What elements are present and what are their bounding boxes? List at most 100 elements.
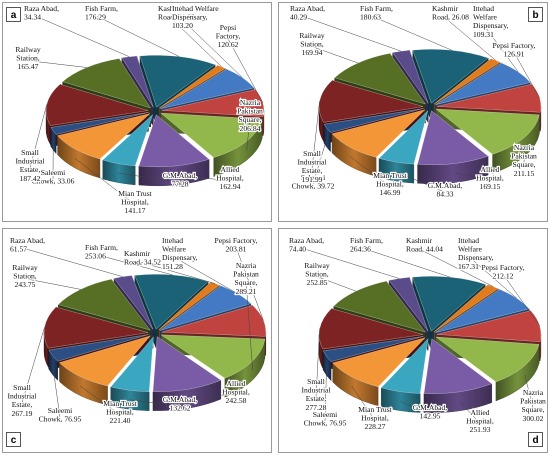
leader-line-railway-station (316, 276, 357, 292)
data-label-g-m-abad: G.M.Abad, 77.28 (163, 171, 197, 189)
data-label-railway-station: Railway Station, 169.94 (299, 31, 325, 57)
panel-letter-a: a (6, 7, 21, 22)
leader-line-raza-abad (19, 247, 123, 277)
leader-line-g-m-abad (395, 171, 446, 193)
pie-chart-a: Raza Abad, 34.34 Fish Farm, 176.29 Kashmir Ro… (14, 3, 264, 216)
slice-allied-hospital (152, 336, 222, 392)
data-label-raza-abad: Raza Abad, 40.29 (290, 4, 325, 22)
panel-letter-b: b (528, 7, 543, 22)
data-label-nazria-pakistan-square: Nazria Pakistan Square, 289.21 (233, 261, 259, 296)
leader-line-mian-trust-hospital (350, 156, 391, 187)
data-label-small-industrial-estate: Small Industrial Estate, 187.42 (15, 148, 44, 183)
slice-mian-trust-hospital (332, 337, 426, 388)
panel-letter-d: d (528, 432, 543, 447)
leader-line-nazria-pakistan-square (246, 117, 251, 151)
data-label-pepsi-factory: Pepsi Factory, 203.81 (215, 236, 258, 254)
leader-line-saleemi-chowk (324, 365, 327, 422)
data-label-pepsi-factory: Pepsi Factory, 120.62 (216, 23, 241, 49)
leader-line-small-industrial-estate (29, 104, 47, 168)
data-label-fish-farm: Fish Farm, 253.06 (85, 243, 118, 261)
data-label-railway-station: Railway Station, 243.75 (12, 263, 38, 289)
leader-line-allied-hospital (188, 394, 237, 399)
slice-ittehad-welfare-dispensary (160, 285, 252, 331)
data-label-fish-farm: Fish Farm, 176.29 (85, 4, 118, 22)
slice-fish-farm (412, 48, 489, 104)
leader-line-ittehad-welfare-dispensary (181, 19, 243, 78)
leader-line-railway-station (311, 46, 359, 64)
slice-mian-trust-hospital (58, 335, 152, 387)
data-label-saleemi-chowk: Saleemi Chowk, 39.72 (292, 173, 335, 191)
slice-nazria-pakistan-square (435, 108, 540, 155)
data-label-nazria-pakistan-square: Nazria Pakistan Square, 206.84 (237, 98, 263, 133)
data-label-saleemi-chowk: Saleemi Chowk, 76.95 (304, 410, 347, 428)
leader-line-saleemi-chowk (52, 365, 61, 418)
pie-chart-c: Raza Abad, 61.57 Fish Farm, 253.06 Kashmir Ro… (6, 235, 267, 426)
slice-g-m-abad (378, 109, 429, 165)
data-label-kashmir-road: Kashmir Road, 44.04 (406, 236, 443, 254)
data-label-nazria-pakistan-square: Nazria Pakistan Square, 211.15 (511, 143, 537, 178)
slice-railway-station (333, 280, 426, 333)
leader-line-raza-abad (299, 15, 402, 52)
leader-line-kashmir-road (167, 15, 222, 67)
slice-allied-hospital (138, 114, 210, 168)
slice-railway-station (334, 53, 427, 105)
data-label-nazria-pakistan-square: Nazria Pakistan Square, 300.02 (520, 388, 546, 423)
data-label-railway-station: Railway Station, 165.47 (15, 45, 41, 71)
leader-line-mian-trust-hospital (351, 386, 376, 421)
data-label-mian-trust-hospital: Mian Trust Hospital, 228.27 (358, 405, 392, 431)
panel-letter-c: c (6, 432, 21, 447)
data-label-fish-farm: Fish Farm, 264.36 (350, 236, 383, 254)
data-label-raza-abad: Raza Abad, 61.57 (10, 236, 45, 254)
data-label-pepsi-factory: Pepsi Factory, 126.91 (493, 41, 536, 59)
leader-line-small-industrial-estate (21, 327, 45, 403)
leader-line-railway-station (27, 60, 87, 68)
slice-pepsi-factory (436, 310, 542, 343)
data-label-raza-abad: Raza Abad, 34.34 (24, 4, 59, 22)
slice-saleemi-chowk (322, 336, 424, 362)
data-label-g-m-abad: G.M.Abad, 84.33 (428, 181, 462, 199)
data-label-saleemi-chowk: Saleemi Chowk, 33.06 (32, 168, 75, 186)
pie-chart-d: Raza Abad, 74.40 Fish Farm, 264.36 Kashmir Ro… (288, 235, 547, 435)
leader-line-ittehad-welfare-dispensary (467, 255, 517, 299)
slice-kashmir-road (433, 284, 499, 333)
leader-line-allied-hospital (454, 172, 491, 181)
slice-nazria-pakistan-square (160, 334, 266, 379)
slice-raza-abad (113, 275, 154, 330)
leader-line-kashmir-road (415, 247, 494, 287)
data-label-kashmir-road: Kashmir Road, 34.52 (124, 249, 161, 267)
slice-mian-trust-hospital (331, 109, 426, 158)
data-label-fish-farm: Fish Farm, 180.63 (360, 4, 393, 22)
data-label-allied-hospital: Allied Hospital, 169.15 (476, 165, 504, 191)
slice-g-m-abad (102, 114, 153, 167)
data-label-mian-trust-hospital: Mian Trust Hospital, 146.99 (373, 171, 407, 197)
leader-line-fish-farm (359, 247, 451, 278)
data-label-saleemi-chowk: Saleemi Chowk, 76.95 (39, 406, 82, 424)
slice-small-industrial-estate (318, 80, 424, 123)
leader-line-small-industrial-estate (311, 100, 320, 169)
slice-railway-station (57, 278, 151, 331)
leader-line-nazria-pakistan-square (245, 280, 253, 371)
data-label-small-industrial-estate: Small Industrial Estate, 277.28 (301, 377, 330, 412)
leader-line-mian-trust-hospital (79, 385, 121, 415)
data-label-raza-abad: Raza Abad, 74.40 (289, 236, 324, 254)
leader-line-railway-station (24, 278, 81, 290)
data-label-allied-hospital: Allied Hospital, 242.58 (222, 379, 250, 405)
data-label-ittehad-welfare-dispensary: Ittehad Welfare Dispensary, 151.28 (162, 236, 198, 271)
leader-line-small-industrial-estate (315, 328, 320, 397)
slice-small-industrial-estate (43, 306, 149, 349)
slice-saleemi-chowk (48, 334, 149, 362)
leader-line-ittehad-welfare-dispensary (171, 255, 238, 295)
slice-ittehad-welfare-dispensary (435, 62, 531, 105)
leader-line-g-m-abad (118, 172, 181, 183)
leader-line-ittehad-welfare-dispensary (482, 23, 519, 72)
leader-line-nazria-pakistan-square (524, 374, 534, 408)
slice-allied-hospital (417, 110, 489, 165)
leader-line-kashmir-road (441, 15, 496, 61)
data-label-kashmir-road: Kashmir Road, 21.33 (158, 4, 195, 22)
data-label-allied-hospital: Allied Hospital, 162.94 (216, 165, 244, 191)
slice-allied-hospital (423, 338, 493, 394)
data-label-ittehad-welfare-dispensary: Ittehad Welfare Dispensary, 109.31 (473, 4, 509, 39)
data-label-pepsi-factory: Pepsi Factory, 212.12 (482, 263, 525, 281)
data-label-small-industrial-estate: Small Industrial Estate, 191.99 (297, 149, 326, 184)
